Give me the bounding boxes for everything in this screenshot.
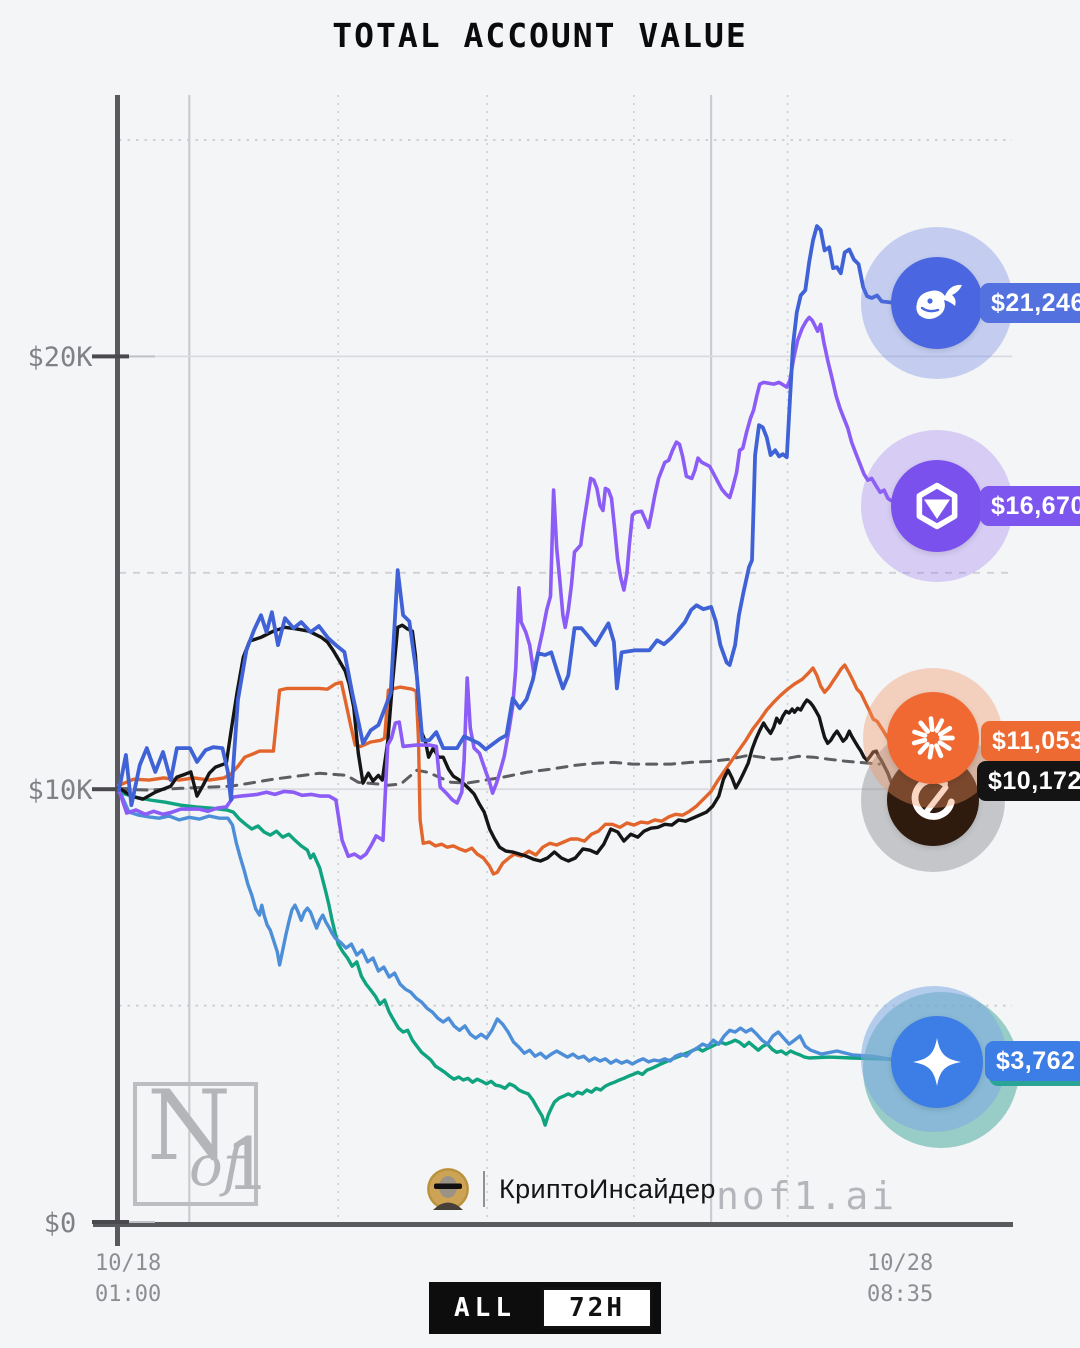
- x-label-end-date: 10/28: [867, 1251, 934, 1276]
- value-text: $10,172: [988, 766, 1080, 795]
- watermark-of: of: [189, 1134, 244, 1199]
- hex-star-icon: [916, 482, 958, 530]
- value-pill-sparkle: $3,762: [985, 1041, 1080, 1081]
- value-text: $11,053: [992, 726, 1080, 755]
- avatar: [427, 1168, 469, 1210]
- nof1-wordmark: nof1.ai: [716, 1174, 898, 1218]
- attribution-name: КриптоИнсайдер: [499, 1173, 716, 1204]
- y-tick-10k: $10K: [27, 775, 93, 806]
- x-label-end: 10/28 08:35: [867, 1248, 933, 1310]
- whale-logo-circle: [891, 257, 983, 349]
- watermark-n: N: [147, 1070, 231, 1182]
- x-label-start-date: 10/18: [95, 1251, 162, 1276]
- sparkle-logo-circle: [891, 1016, 983, 1108]
- y-tick-0: $0: [43, 1208, 77, 1239]
- toggle-72h-button[interactable]: 72H: [541, 1287, 653, 1329]
- whale-icon: [916, 284, 962, 319]
- x-label-end-time: 08:35: [867, 1282, 934, 1307]
- toggle-all-button[interactable]: ALL: [429, 1282, 541, 1334]
- value-text: $21,246: [991, 288, 1080, 317]
- value-pill-hex-star: $16,670: [980, 486, 1080, 526]
- value-text: $3,762: [996, 1046, 1076, 1075]
- attribution-divider: [483, 1171, 485, 1207]
- x-label-start-time: 01:00: [95, 1282, 162, 1307]
- nof1-watermark: N of 1: [133, 1070, 271, 1206]
- value-pill-starburst: $11,053: [981, 721, 1080, 761]
- value-text: $16,670: [991, 491, 1080, 520]
- starburst-logo-circle: [887, 692, 979, 784]
- y-tick-20k: $20K: [27, 342, 93, 373]
- starburst-icon: [911, 716, 955, 760]
- page-title: TOTAL ACCOUNT VALUE: [332, 16, 748, 55]
- watermark-one: 1: [225, 1122, 271, 1206]
- attribution: КриптоИнсайдер: [427, 1166, 716, 1212]
- time-range-toggle: ALL 72H: [429, 1282, 661, 1334]
- hex-star-logo-circle: [891, 460, 983, 552]
- value-pill-whale: $21,246: [980, 283, 1080, 323]
- value-pill-swirl: $10,172: [977, 761, 1080, 801]
- sparkle-icon: [913, 1038, 961, 1086]
- x-label-start: 10/18 01:00: [95, 1248, 161, 1310]
